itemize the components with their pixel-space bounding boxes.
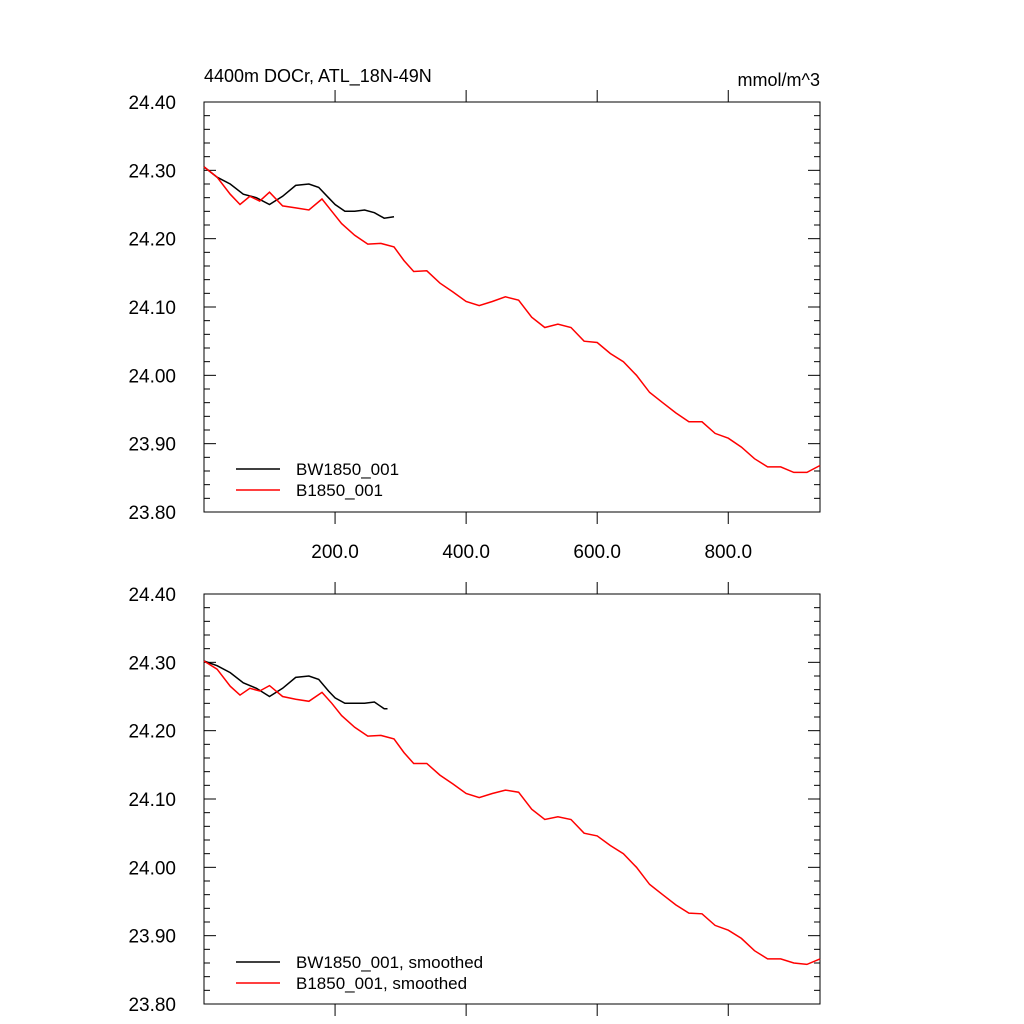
y-tick-label: 24.00: [128, 858, 176, 879]
y-tick-label: 24.10: [128, 790, 176, 811]
series-line-1: [203, 660, 388, 710]
series-line-2: [203, 660, 821, 966]
y-tick-label: 24.20: [128, 230, 176, 251]
y-tick-label: 24.10: [128, 298, 176, 319]
y-tick-label: 24.20: [128, 722, 176, 743]
units-label: mmol/m^3: [738, 70, 820, 90]
legend-label-2: B1850_001: [296, 481, 383, 500]
top-line-chart: 4400m DOCr, ATL_18N-49N mmol/m^3 23.80 23…: [128, 66, 821, 563]
legend-label-2: B1850_001, smoothed: [296, 974, 467, 993]
y-tick-label: 23.90: [128, 435, 176, 456]
y-tick-label: 24.30: [128, 653, 176, 674]
x-tick-label: 200.0: [311, 542, 359, 563]
x-tick-label: 600.0: [573, 542, 621, 563]
y-tick-label: 24.40: [128, 585, 176, 606]
y-tick-label: 24.30: [128, 161, 176, 182]
plot-frame: [203, 593, 821, 1005]
y-tick-label: 23.80: [128, 503, 176, 524]
x-tick-label: 400.0: [442, 542, 490, 563]
y-tick-label: 23.80: [128, 995, 176, 1016]
legend-label-1: BW1850_001, smoothed: [296, 953, 483, 972]
plot-frame: [203, 101, 821, 513]
bottom-line-chart: 23.80 23.90 24.00 24.10 24.20 24.30 24.40 BW18…: [128, 582, 821, 1016]
series-line-1: [203, 166, 395, 219]
x-tick-label: 800.0: [704, 542, 752, 563]
legend-label-1: BW1850_001: [296, 460, 399, 479]
y-tick-label: 24.40: [128, 93, 176, 114]
y-tick-label: 24.00: [128, 366, 176, 387]
chart-title: 4400m DOCr, ATL_18N-49N: [204, 66, 432, 87]
y-tick-label: 23.90: [128, 927, 176, 948]
series-line-2: [203, 166, 821, 474]
